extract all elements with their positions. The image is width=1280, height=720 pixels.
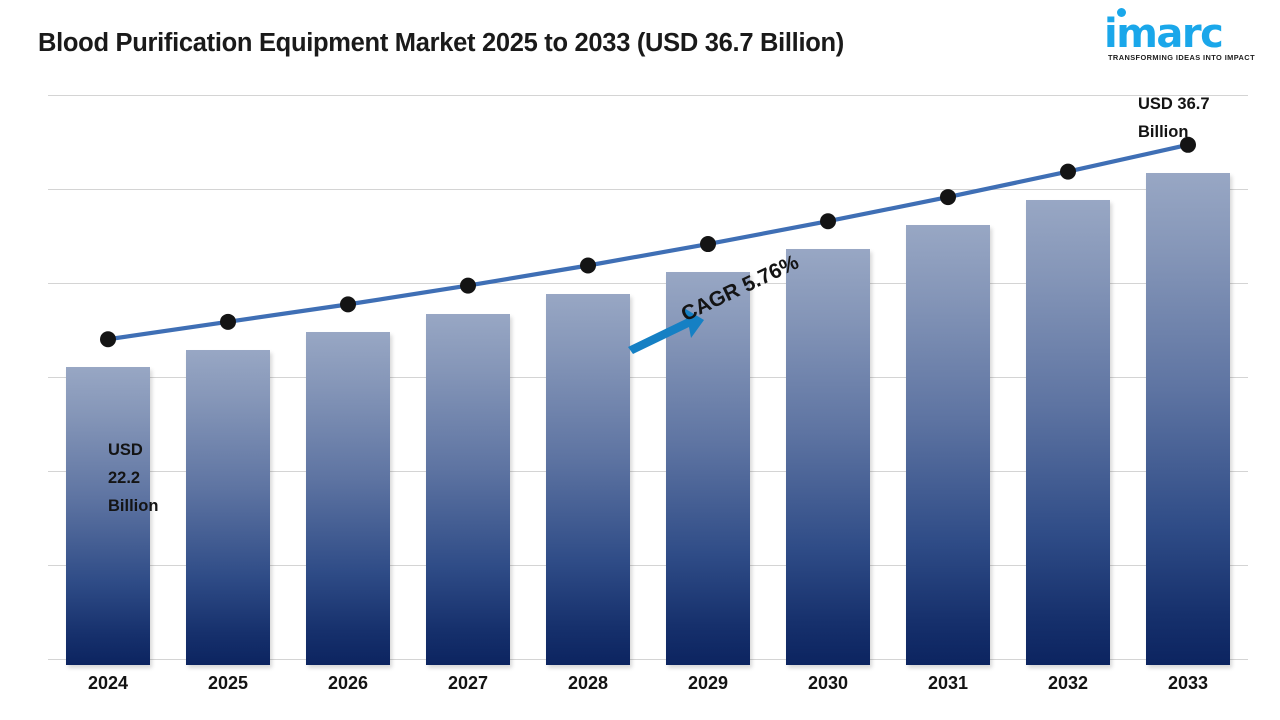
x-tick-2028: 2028 bbox=[567, 673, 609, 693]
trend-markers bbox=[100, 136, 1196, 348]
x-tick-2030: 2030 bbox=[807, 673, 849, 693]
bar-2025 bbox=[186, 349, 270, 665]
marker-2026 bbox=[340, 296, 356, 313]
marker-2028 bbox=[580, 257, 596, 274]
gridline bbox=[48, 95, 1248, 96]
x-tick-2029: 2029 bbox=[687, 673, 729, 693]
trend-line-group bbox=[100, 136, 1196, 354]
bar-2029 bbox=[666, 272, 750, 665]
bar-2026 bbox=[306, 332, 390, 665]
bar-2032 bbox=[1026, 199, 1110, 665]
bar-2028 bbox=[546, 293, 630, 665]
logo-tagline: TRANSFORMING IDEAS INTO IMPACT bbox=[1108, 53, 1255, 62]
cagr-arrow-icon bbox=[628, 308, 704, 354]
marker-2033 bbox=[1180, 136, 1196, 153]
marker-2030 bbox=[820, 213, 836, 230]
gridline bbox=[48, 189, 1248, 190]
cagr-annotation: CAGR 5.76% bbox=[677, 250, 803, 327]
gridline bbox=[48, 471, 1248, 472]
marker-2029 bbox=[700, 236, 716, 253]
x-tick-2033: 2033 bbox=[1167, 673, 1209, 693]
bar-2033 bbox=[1146, 172, 1230, 665]
bars-group bbox=[48, 95, 1248, 665]
value-labels-group: USD 22.2 Billion USD 36.7 Billion CAGR 5… bbox=[48, 95, 1248, 665]
start-value-label: USD 22.2 Billion bbox=[108, 436, 158, 520]
end-value-line-1: USD 36.7 bbox=[1138, 95, 1210, 113]
bar-2030 bbox=[786, 249, 870, 665]
gridline bbox=[48, 659, 1248, 660]
bar-2027 bbox=[426, 313, 510, 665]
logo-wordmark: imarc bbox=[1104, 11, 1224, 57]
start-value-line-2: 22.2 bbox=[108, 469, 141, 487]
bar-2031 bbox=[906, 225, 990, 665]
bar-2024 bbox=[66, 367, 150, 665]
x-tick-2025: 2025 bbox=[207, 673, 249, 693]
gridline bbox=[48, 377, 1248, 378]
end-value-label: USD 36.7 Billion bbox=[1138, 90, 1210, 146]
x-tick-2024: 2024 bbox=[87, 673, 129, 693]
x-tick-2027: 2027 bbox=[447, 673, 489, 693]
gridline bbox=[48, 565, 1248, 566]
x-tick-2031: 2031 bbox=[927, 673, 969, 693]
end-value-line-2: Billion bbox=[1138, 123, 1189, 141]
x-tick-2032: 2032 bbox=[1047, 673, 1089, 693]
imarc-logo: imarc TRANSFORMING IDEAS INTO IMPACT bbox=[1090, 8, 1255, 62]
gridline bbox=[48, 283, 1248, 284]
marker-2027 bbox=[460, 277, 476, 294]
page-title: Blood Purification Equipment Market 2025… bbox=[38, 29, 844, 57]
marker-2024 bbox=[100, 331, 116, 348]
start-value-line-1: USD bbox=[108, 441, 143, 459]
marker-2031 bbox=[940, 189, 956, 206]
logo-dot-icon bbox=[1117, 8, 1126, 17]
marker-2032 bbox=[1060, 163, 1076, 180]
start-value-line-3: Billion bbox=[108, 497, 159, 515]
plot-area: USD 22.2 Billion USD 36.7 Billion CAGR 5… bbox=[48, 95, 1248, 693]
trend-line bbox=[105, 142, 1191, 342]
marker-2025 bbox=[220, 313, 236, 330]
x-tick-2026: 2026 bbox=[327, 673, 369, 693]
